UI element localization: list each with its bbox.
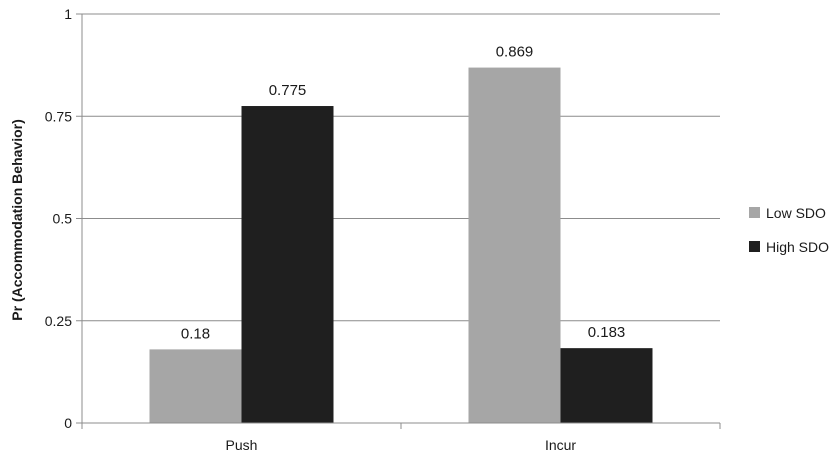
bar-push-low-sdo (149, 349, 242, 423)
bar-incur-low-sdo (468, 67, 561, 423)
y-tick-label: 0.25 (45, 313, 72, 329)
y-tick-label: 0.75 (45, 108, 72, 124)
bar-push-high-sdo (241, 106, 334, 424)
bar-incur-high-sdo (560, 348, 653, 423)
legend: Low SDO High SDO (749, 205, 829, 255)
data-label: 0.775 (269, 82, 307, 99)
legend-swatch (749, 241, 760, 252)
data-label: 0.869 (496, 44, 534, 61)
gridlines (82, 13, 720, 322)
y-axis-title: Pr (Accommodation Behavior) (9, 119, 25, 320)
legend-swatch (749, 207, 760, 218)
x-tick-label: Incur (545, 437, 576, 453)
data-label: 0.183 (588, 324, 626, 341)
y-tick-label: 0.5 (53, 211, 73, 227)
legend-label: Low SDO (766, 205, 826, 221)
data-label: 0.18 (181, 325, 210, 342)
y-tick-label: 0 (64, 415, 72, 431)
data-labels: 0.18 0.775 0.869 0.183 (181, 44, 625, 343)
axes: 0 0.25 0.5 0.75 1 Push Incur (45, 6, 721, 453)
y-tick-label: 1 (64, 6, 72, 22)
bars (149, 67, 653, 424)
legend-label: High SDO (766, 239, 829, 255)
x-tick-label: Push (226, 437, 258, 453)
